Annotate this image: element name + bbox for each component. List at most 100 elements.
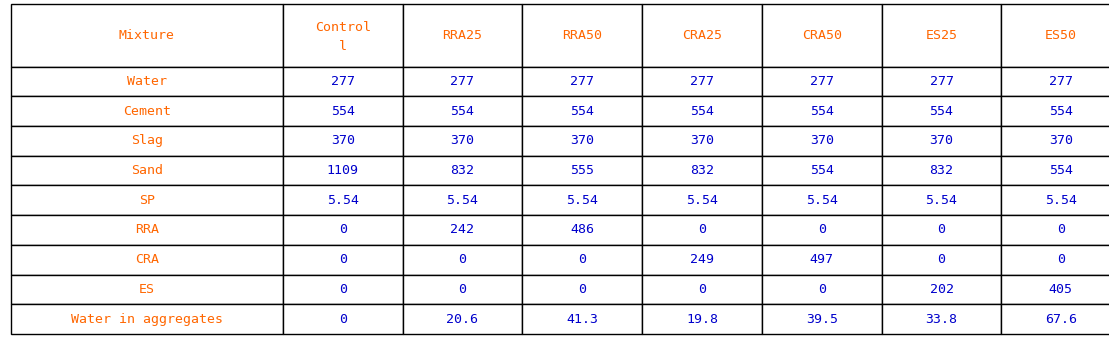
Text: 405: 405 bbox=[1049, 283, 1072, 296]
FancyBboxPatch shape bbox=[1001, 275, 1109, 304]
Text: 242: 242 bbox=[450, 224, 475, 237]
Text: 554: 554 bbox=[1049, 164, 1072, 177]
FancyBboxPatch shape bbox=[522, 245, 642, 275]
Text: 20.6: 20.6 bbox=[447, 312, 478, 325]
FancyBboxPatch shape bbox=[762, 96, 882, 126]
Text: RRA25: RRA25 bbox=[442, 28, 482, 42]
Text: Cement: Cement bbox=[123, 105, 171, 118]
Text: ES50: ES50 bbox=[1045, 28, 1077, 42]
FancyBboxPatch shape bbox=[882, 215, 1001, 245]
FancyBboxPatch shape bbox=[283, 156, 403, 185]
Text: 554: 554 bbox=[450, 105, 475, 118]
FancyBboxPatch shape bbox=[11, 304, 283, 334]
Text: 0: 0 bbox=[698, 283, 706, 296]
FancyBboxPatch shape bbox=[642, 96, 762, 126]
Text: 5.54: 5.54 bbox=[1045, 194, 1077, 207]
FancyBboxPatch shape bbox=[403, 185, 522, 215]
Text: 0: 0 bbox=[698, 224, 706, 237]
FancyBboxPatch shape bbox=[283, 245, 403, 275]
Text: 5.54: 5.54 bbox=[926, 194, 957, 207]
Text: 832: 832 bbox=[929, 164, 954, 177]
FancyBboxPatch shape bbox=[522, 67, 642, 96]
FancyBboxPatch shape bbox=[522, 126, 642, 156]
FancyBboxPatch shape bbox=[762, 215, 882, 245]
FancyBboxPatch shape bbox=[403, 96, 522, 126]
Text: 0: 0 bbox=[1057, 253, 1065, 266]
Text: 33.8: 33.8 bbox=[926, 312, 957, 325]
Text: 0: 0 bbox=[338, 253, 347, 266]
Text: 277: 277 bbox=[810, 75, 834, 88]
Text: CRA25: CRA25 bbox=[682, 28, 722, 42]
Text: 486: 486 bbox=[570, 224, 594, 237]
FancyBboxPatch shape bbox=[1001, 67, 1109, 96]
Text: 0: 0 bbox=[937, 253, 946, 266]
FancyBboxPatch shape bbox=[403, 156, 522, 185]
FancyBboxPatch shape bbox=[11, 185, 283, 215]
FancyBboxPatch shape bbox=[283, 185, 403, 215]
Text: 277: 277 bbox=[570, 75, 594, 88]
FancyBboxPatch shape bbox=[403, 245, 522, 275]
Text: 554: 554 bbox=[810, 164, 834, 177]
Text: 0: 0 bbox=[338, 224, 347, 237]
FancyBboxPatch shape bbox=[283, 126, 403, 156]
FancyBboxPatch shape bbox=[762, 185, 882, 215]
FancyBboxPatch shape bbox=[283, 215, 403, 245]
FancyBboxPatch shape bbox=[882, 126, 1001, 156]
Text: 370: 370 bbox=[690, 134, 714, 147]
Text: 554: 554 bbox=[810, 105, 834, 118]
FancyBboxPatch shape bbox=[522, 96, 642, 126]
FancyBboxPatch shape bbox=[403, 215, 522, 245]
FancyBboxPatch shape bbox=[11, 215, 283, 245]
Text: 554: 554 bbox=[690, 105, 714, 118]
Text: Mixture: Mixture bbox=[119, 28, 175, 42]
Text: 5.54: 5.54 bbox=[327, 194, 358, 207]
Text: 0: 0 bbox=[458, 283, 467, 296]
FancyBboxPatch shape bbox=[522, 185, 642, 215]
Text: 0: 0 bbox=[338, 312, 347, 325]
FancyBboxPatch shape bbox=[403, 126, 522, 156]
Text: RRA: RRA bbox=[135, 224, 159, 237]
FancyBboxPatch shape bbox=[762, 156, 882, 185]
Text: 370: 370 bbox=[450, 134, 475, 147]
Text: 0: 0 bbox=[458, 253, 467, 266]
Text: 249: 249 bbox=[690, 253, 714, 266]
Text: 277: 277 bbox=[929, 75, 954, 88]
FancyBboxPatch shape bbox=[882, 275, 1001, 304]
FancyBboxPatch shape bbox=[882, 4, 1001, 67]
Text: 370: 370 bbox=[330, 134, 355, 147]
FancyBboxPatch shape bbox=[642, 275, 762, 304]
Text: ES25: ES25 bbox=[926, 28, 957, 42]
FancyBboxPatch shape bbox=[1001, 126, 1109, 156]
FancyBboxPatch shape bbox=[11, 275, 283, 304]
FancyBboxPatch shape bbox=[522, 275, 642, 304]
FancyBboxPatch shape bbox=[283, 67, 403, 96]
FancyBboxPatch shape bbox=[882, 304, 1001, 334]
FancyBboxPatch shape bbox=[11, 4, 283, 67]
Text: Control: Control bbox=[315, 21, 370, 34]
Text: Sand: Sand bbox=[131, 164, 163, 177]
Text: 39.5: 39.5 bbox=[806, 312, 837, 325]
Text: 832: 832 bbox=[690, 164, 714, 177]
FancyBboxPatch shape bbox=[642, 126, 762, 156]
Text: CRA50: CRA50 bbox=[802, 28, 842, 42]
Text: 202: 202 bbox=[929, 283, 954, 296]
FancyBboxPatch shape bbox=[642, 4, 762, 67]
FancyBboxPatch shape bbox=[882, 245, 1001, 275]
Text: Water: Water bbox=[126, 75, 167, 88]
FancyBboxPatch shape bbox=[642, 215, 762, 245]
FancyBboxPatch shape bbox=[403, 275, 522, 304]
Text: 277: 277 bbox=[330, 75, 355, 88]
FancyBboxPatch shape bbox=[882, 185, 1001, 215]
Text: 0: 0 bbox=[338, 283, 347, 296]
Text: ES: ES bbox=[139, 283, 155, 296]
Text: 277: 277 bbox=[1049, 75, 1072, 88]
FancyBboxPatch shape bbox=[522, 4, 642, 67]
FancyBboxPatch shape bbox=[642, 67, 762, 96]
Text: 5.54: 5.54 bbox=[447, 194, 478, 207]
Text: 5.54: 5.54 bbox=[567, 194, 598, 207]
Text: Slag: Slag bbox=[131, 134, 163, 147]
Text: 497: 497 bbox=[810, 253, 834, 266]
FancyBboxPatch shape bbox=[403, 67, 522, 96]
Text: 370: 370 bbox=[929, 134, 954, 147]
FancyBboxPatch shape bbox=[1001, 185, 1109, 215]
